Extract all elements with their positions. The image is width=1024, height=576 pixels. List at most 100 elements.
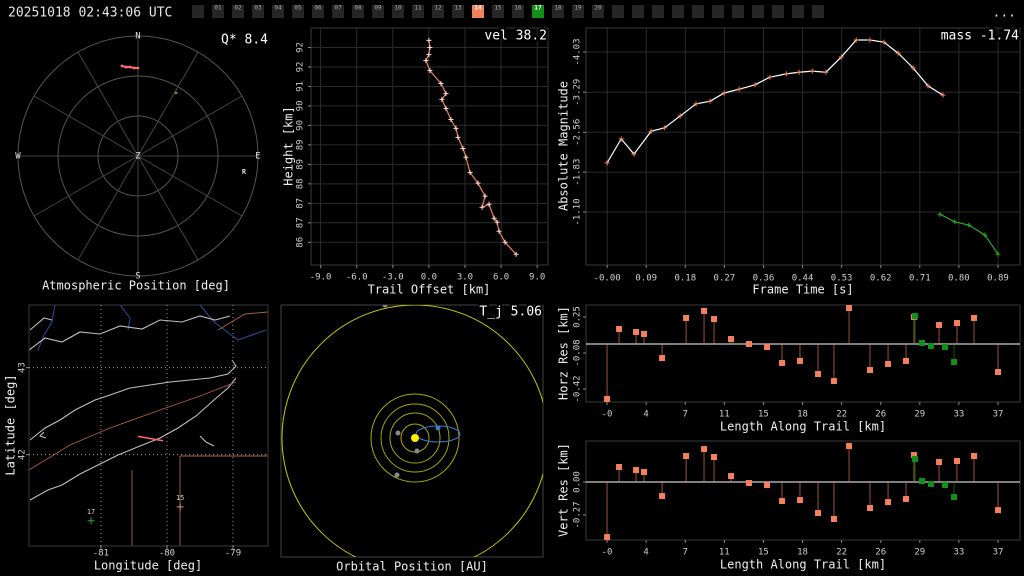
station-marker — [176, 503, 184, 511]
point-marker — [982, 232, 988, 238]
annotation: mass -1.74 — [941, 29, 1019, 44]
y-tick-label: -4.03 — [573, 38, 583, 65]
x-tick-label: 0.71 — [909, 274, 931, 284]
stem-marker — [912, 455, 919, 462]
point-marker — [721, 90, 727, 96]
station-chip[interactable] — [352, 5, 364, 18]
station-chip[interactable] — [332, 5, 344, 18]
stem-marker — [616, 325, 623, 332]
station-chip[interactable] — [492, 5, 504, 18]
station-chip[interactable] — [452, 5, 464, 18]
y-tick-label: 91 — [296, 81, 306, 92]
point-marker — [925, 83, 931, 89]
point-marker — [491, 215, 497, 221]
y-tick-label: 0.25 — [573, 306, 583, 328]
station-label: 12 — [434, 5, 442, 12]
empty-slot — [792, 5, 804, 18]
planet — [395, 430, 401, 436]
x-axis-label: Length Along Trail [km] — [720, 420, 886, 434]
stem-marker — [711, 453, 718, 460]
point-marker — [453, 125, 459, 131]
stem-marker — [846, 443, 853, 450]
station-chip[interactable] — [252, 5, 264, 18]
station-chip[interactable] — [552, 5, 564, 18]
point-marker — [661, 125, 667, 131]
station-chip[interactable] — [232, 5, 244, 18]
station-label: 18 — [554, 5, 562, 12]
y-tick-label: 0.00 — [573, 471, 583, 493]
point-marker — [502, 239, 508, 245]
station-chip[interactable] — [412, 5, 424, 18]
x-tick-label: -0 — [602, 548, 613, 558]
station-marker-label: R — [242, 168, 247, 176]
point-marker — [439, 96, 445, 102]
point-marker — [423, 57, 429, 63]
y-tick-label: 92 — [296, 42, 306, 53]
stem-marker — [941, 482, 948, 489]
station-chip[interactable] — [312, 5, 324, 18]
y-tick-label: 87 — [296, 217, 306, 228]
point-marker — [631, 151, 637, 157]
stem-marker — [953, 458, 960, 465]
orbit-jupiter — [281, 305, 543, 557]
track-point — [132, 66, 136, 70]
station-chip[interactable] — [392, 5, 404, 18]
empty-slot — [692, 5, 704, 18]
compass-label: S — [135, 272, 140, 282]
station-label: 02 — [234, 5, 242, 12]
compass-label: E — [255, 152, 260, 162]
station-chip[interactable] — [592, 5, 604, 18]
point-marker — [823, 69, 829, 75]
stem-marker — [633, 329, 640, 336]
point-marker — [443, 91, 449, 97]
point-marker — [496, 228, 502, 234]
station-chip[interactable] — [572, 5, 584, 18]
station-label: 07 — [334, 5, 342, 12]
meteoroid — [435, 425, 441, 431]
menu-button[interactable]: ... — [993, 6, 1016, 21]
empty-slot — [812, 5, 824, 18]
x-axis-label: Trail Offset [km] — [368, 283, 491, 297]
empty-slot — [752, 5, 764, 18]
x-tick-label: -80 — [159, 549, 175, 559]
stem-marker — [604, 534, 611, 541]
stem-marker — [927, 343, 934, 350]
stem-marker — [764, 344, 771, 351]
polar-spoke — [137, 95, 243, 157]
x-tick-label: -9.0 — [310, 273, 332, 283]
station-chip[interactable] — [432, 5, 444, 18]
station-chip[interactable] — [472, 5, 484, 18]
station-chip[interactable] — [292, 5, 304, 18]
station-chip[interactable] — [372, 5, 384, 18]
x-axis-label: Longitude [deg] — [94, 559, 202, 573]
station-chip[interactable] — [212, 5, 224, 18]
y-tick-label: -2.56 — [573, 119, 583, 146]
orbit-venus — [389, 412, 441, 464]
stem-marker — [830, 516, 837, 523]
station-chip[interactable] — [272, 5, 284, 18]
station-label: 15 — [494, 5, 502, 12]
stem-marker — [995, 507, 1002, 514]
station-chip[interactable] — [512, 5, 524, 18]
x-tick-label: 6.0 — [493, 273, 509, 283]
station-chip[interactable] — [532, 5, 544, 18]
empty-slot — [612, 5, 624, 18]
polar-spoke — [33, 155, 139, 217]
point-marker — [463, 154, 469, 160]
point-marker — [940, 92, 946, 98]
y-tick-label: -0.42 — [573, 375, 583, 402]
station-name: 17 — [87, 508, 95, 516]
station-label: 05 — [294, 5, 302, 12]
stem-marker — [995, 368, 1002, 375]
stem-marker — [779, 498, 786, 505]
annotation: vel 38.2 — [484, 29, 547, 44]
stem-marker — [633, 467, 640, 474]
zenith-label: Z — [135, 152, 141, 162]
x-tick-label: 0.44 — [792, 274, 814, 284]
x-tick-label: 18 — [797, 410, 808, 420]
point-marker — [937, 211, 943, 217]
x-tick-label: 7 — [683, 548, 688, 558]
point-marker — [995, 251, 1001, 257]
stem-marker — [885, 360, 892, 367]
